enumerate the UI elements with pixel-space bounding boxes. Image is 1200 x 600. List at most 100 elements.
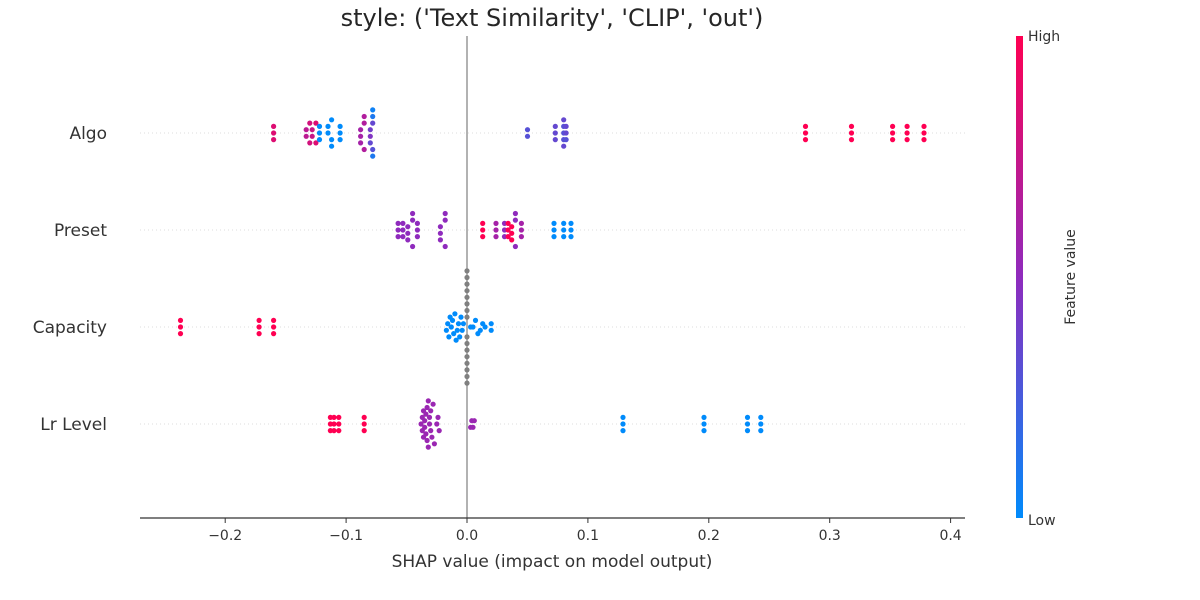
shap-point — [802, 137, 809, 143]
shap-point — [464, 307, 470, 314]
shap-point — [429, 434, 435, 440]
shap-point — [561, 227, 567, 233]
shap-point — [464, 347, 470, 353]
shap-point — [414, 220, 420, 226]
shap-point — [493, 220, 499, 226]
shap-point — [620, 428, 626, 434]
shap-point — [464, 288, 470, 294]
shap-point — [370, 146, 376, 153]
shap-point — [325, 130, 331, 136]
shap-point — [442, 243, 448, 250]
shap-point — [309, 133, 315, 139]
shap-point — [361, 421, 367, 427]
shap-point — [428, 428, 434, 434]
shap-point — [271, 123, 277, 129]
shap-point — [561, 220, 567, 226]
shap-point — [758, 421, 764, 427]
shap-point — [464, 334, 470, 340]
shap-point — [552, 130, 558, 136]
shap-point — [256, 324, 262, 330]
shap-point — [464, 340, 470, 347]
shap-point — [400, 220, 406, 226]
x-tick-label: −0.1 — [329, 528, 363, 544]
shap-point — [620, 421, 626, 427]
shap-point — [405, 224, 411, 230]
shap-point — [442, 217, 448, 223]
shap-point — [336, 414, 342, 420]
shap-point — [316, 130, 323, 136]
shap-point — [410, 210, 416, 217]
shap-point — [802, 123, 809, 129]
shap-point — [454, 327, 460, 333]
shap-point — [518, 220, 525, 226]
shap-point — [470, 424, 476, 430]
shap-point — [361, 113, 367, 120]
shap-point — [443, 327, 449, 333]
shap-point — [921, 137, 927, 143]
shap-point — [518, 227, 525, 233]
shap-point — [422, 424, 428, 430]
shap-point — [271, 137, 277, 143]
feature-label: Algo — [69, 124, 107, 144]
shap-point — [493, 227, 499, 233]
shap-point — [426, 414, 433, 420]
shap-point — [436, 428, 442, 434]
shap-point — [758, 414, 764, 420]
shap-point — [358, 127, 364, 133]
shap-point — [701, 428, 707, 434]
shap-point — [410, 243, 416, 250]
shap-point — [331, 421, 337, 427]
shap-point — [563, 130, 569, 136]
shap-point — [890, 137, 896, 143]
shap-point — [470, 324, 476, 330]
shap-point — [744, 421, 751, 427]
shap-point — [501, 234, 508, 240]
shap-point — [568, 234, 574, 240]
shap-point — [552, 123, 558, 129]
shap-point — [561, 234, 567, 240]
shap-point — [488, 321, 494, 327]
shap-point — [464, 294, 470, 300]
shap-point — [271, 331, 277, 337]
shap-point — [370, 153, 376, 159]
shap-point — [395, 227, 401, 233]
shap-point — [423, 431, 429, 437]
points-layer — [177, 107, 927, 450]
shap-point — [512, 243, 519, 250]
shap-point — [337, 137, 343, 143]
shap-point — [361, 120, 367, 126]
shap-point — [471, 418, 477, 424]
shap-point — [325, 123, 331, 129]
shap-point — [313, 140, 319, 146]
shap-point — [425, 444, 431, 450]
shap-point — [442, 210, 448, 217]
shap-point — [424, 404, 430, 411]
shap-point — [370, 107, 376, 113]
colorbar — [1016, 36, 1023, 518]
shap-point — [464, 354, 470, 360]
shap-point — [493, 234, 499, 240]
feature-labels: Algo Preset Capacity Lr Level — [33, 124, 108, 435]
shap-point — [336, 421, 342, 427]
shap-point — [303, 133, 309, 139]
shap-point — [472, 317, 479, 323]
shap-point — [446, 334, 452, 340]
shap-point — [563, 137, 569, 143]
shap-point — [904, 130, 910, 136]
shap-point — [524, 127, 531, 133]
shap-point — [327, 421, 333, 427]
shap-point — [563, 123, 569, 129]
shap-point — [921, 123, 927, 129]
shap-point — [457, 334, 463, 340]
shap-point — [551, 220, 557, 226]
shap-point — [400, 227, 406, 233]
shap-point — [758, 428, 764, 434]
shap-point — [505, 220, 511, 226]
shap-point — [552, 137, 558, 143]
shap-point — [701, 414, 707, 420]
shap-point — [890, 130, 896, 136]
shap-point — [848, 123, 855, 129]
shap-point — [701, 421, 707, 427]
colorbar-low-label: Low — [1028, 513, 1056, 529]
